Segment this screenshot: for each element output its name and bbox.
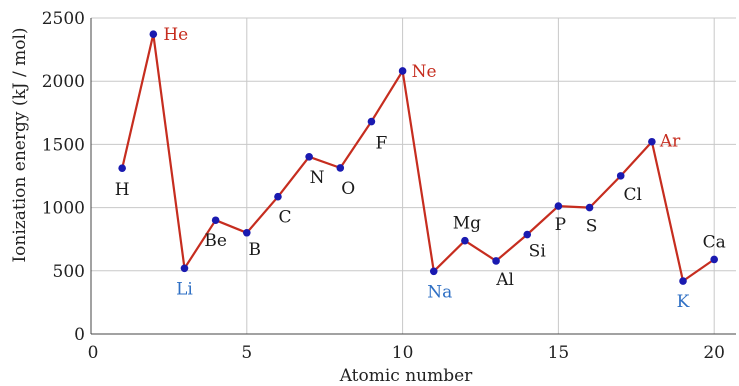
point-label-s: S bbox=[586, 217, 598, 237]
data-point-mg bbox=[461, 236, 469, 245]
point-label-ne: Ne bbox=[412, 62, 437, 82]
data-point-cl bbox=[616, 172, 625, 180]
plot-frame bbox=[90, 18, 736, 335]
point-label-ar: Ar bbox=[659, 132, 681, 152]
x-axis-label: Atomic number bbox=[339, 366, 473, 386]
data-point-s bbox=[585, 203, 594, 212]
data-point-p bbox=[554, 202, 563, 210]
data-point-b bbox=[242, 228, 251, 237]
point-label-li: Li bbox=[176, 279, 193, 299]
data-point-n bbox=[305, 152, 313, 161]
point-label-cl: Cl bbox=[623, 185, 641, 205]
point-label-ca: Ca bbox=[703, 232, 726, 252]
x-tick-label: 20 bbox=[703, 343, 725, 363]
data-point-ca bbox=[710, 255, 718, 264]
y-tick-label: 0 bbox=[74, 325, 85, 345]
data-point-h bbox=[118, 164, 126, 172]
x-tick-label: 5 bbox=[241, 343, 252, 363]
y-tick-label: 1500 bbox=[42, 135, 85, 155]
axis-ticks: 0 5 10 15 20 0 500 1000 1500 2000 2500 bbox=[42, 9, 725, 363]
point-label-k: K bbox=[677, 292, 690, 312]
data-point-al bbox=[492, 257, 500, 265]
point-label-b: B bbox=[249, 240, 262, 260]
y-axis-label: Ionization energy (kJ / mol) bbox=[10, 27, 30, 262]
data-point-o bbox=[336, 164, 345, 172]
data-point-f bbox=[367, 117, 376, 126]
point-label-f: F bbox=[376, 134, 388, 154]
data-point-ar bbox=[648, 137, 656, 146]
data-point-ne bbox=[398, 67, 407, 75]
x-tick-label: 0 bbox=[88, 343, 99, 363]
point-label-si: Si bbox=[529, 242, 547, 262]
point-label-na: Na bbox=[427, 282, 452, 302]
data-point-he bbox=[149, 30, 158, 38]
data-point-si bbox=[523, 230, 532, 239]
y-tick-label: 1000 bbox=[42, 199, 85, 219]
point-label-he: He bbox=[163, 25, 188, 45]
point-label-be: Be bbox=[204, 231, 227, 251]
x-tick-label: 10 bbox=[392, 343, 414, 363]
point-label-al: Al bbox=[495, 270, 514, 290]
point-label-c: C bbox=[278, 208, 291, 228]
point-label-h: H bbox=[115, 180, 130, 200]
data-point-na bbox=[429, 267, 438, 276]
point-label-p: P bbox=[555, 215, 566, 235]
y-tick-label: 2000 bbox=[42, 72, 85, 92]
data-series bbox=[118, 30, 718, 285]
y-tick-label: 500 bbox=[53, 262, 85, 282]
point-label-mg: Mg bbox=[453, 214, 481, 234]
y-tick-label: 2500 bbox=[42, 9, 85, 29]
data-point-c bbox=[274, 192, 282, 201]
data-point-k bbox=[679, 277, 687, 285]
x-tick-label: 15 bbox=[548, 343, 570, 363]
data-point-be bbox=[211, 216, 220, 225]
series-line bbox=[121, 33, 715, 283]
data-point-li bbox=[180, 264, 189, 273]
point-label-n: N bbox=[310, 168, 325, 188]
point-label-o: O bbox=[341, 179, 355, 199]
